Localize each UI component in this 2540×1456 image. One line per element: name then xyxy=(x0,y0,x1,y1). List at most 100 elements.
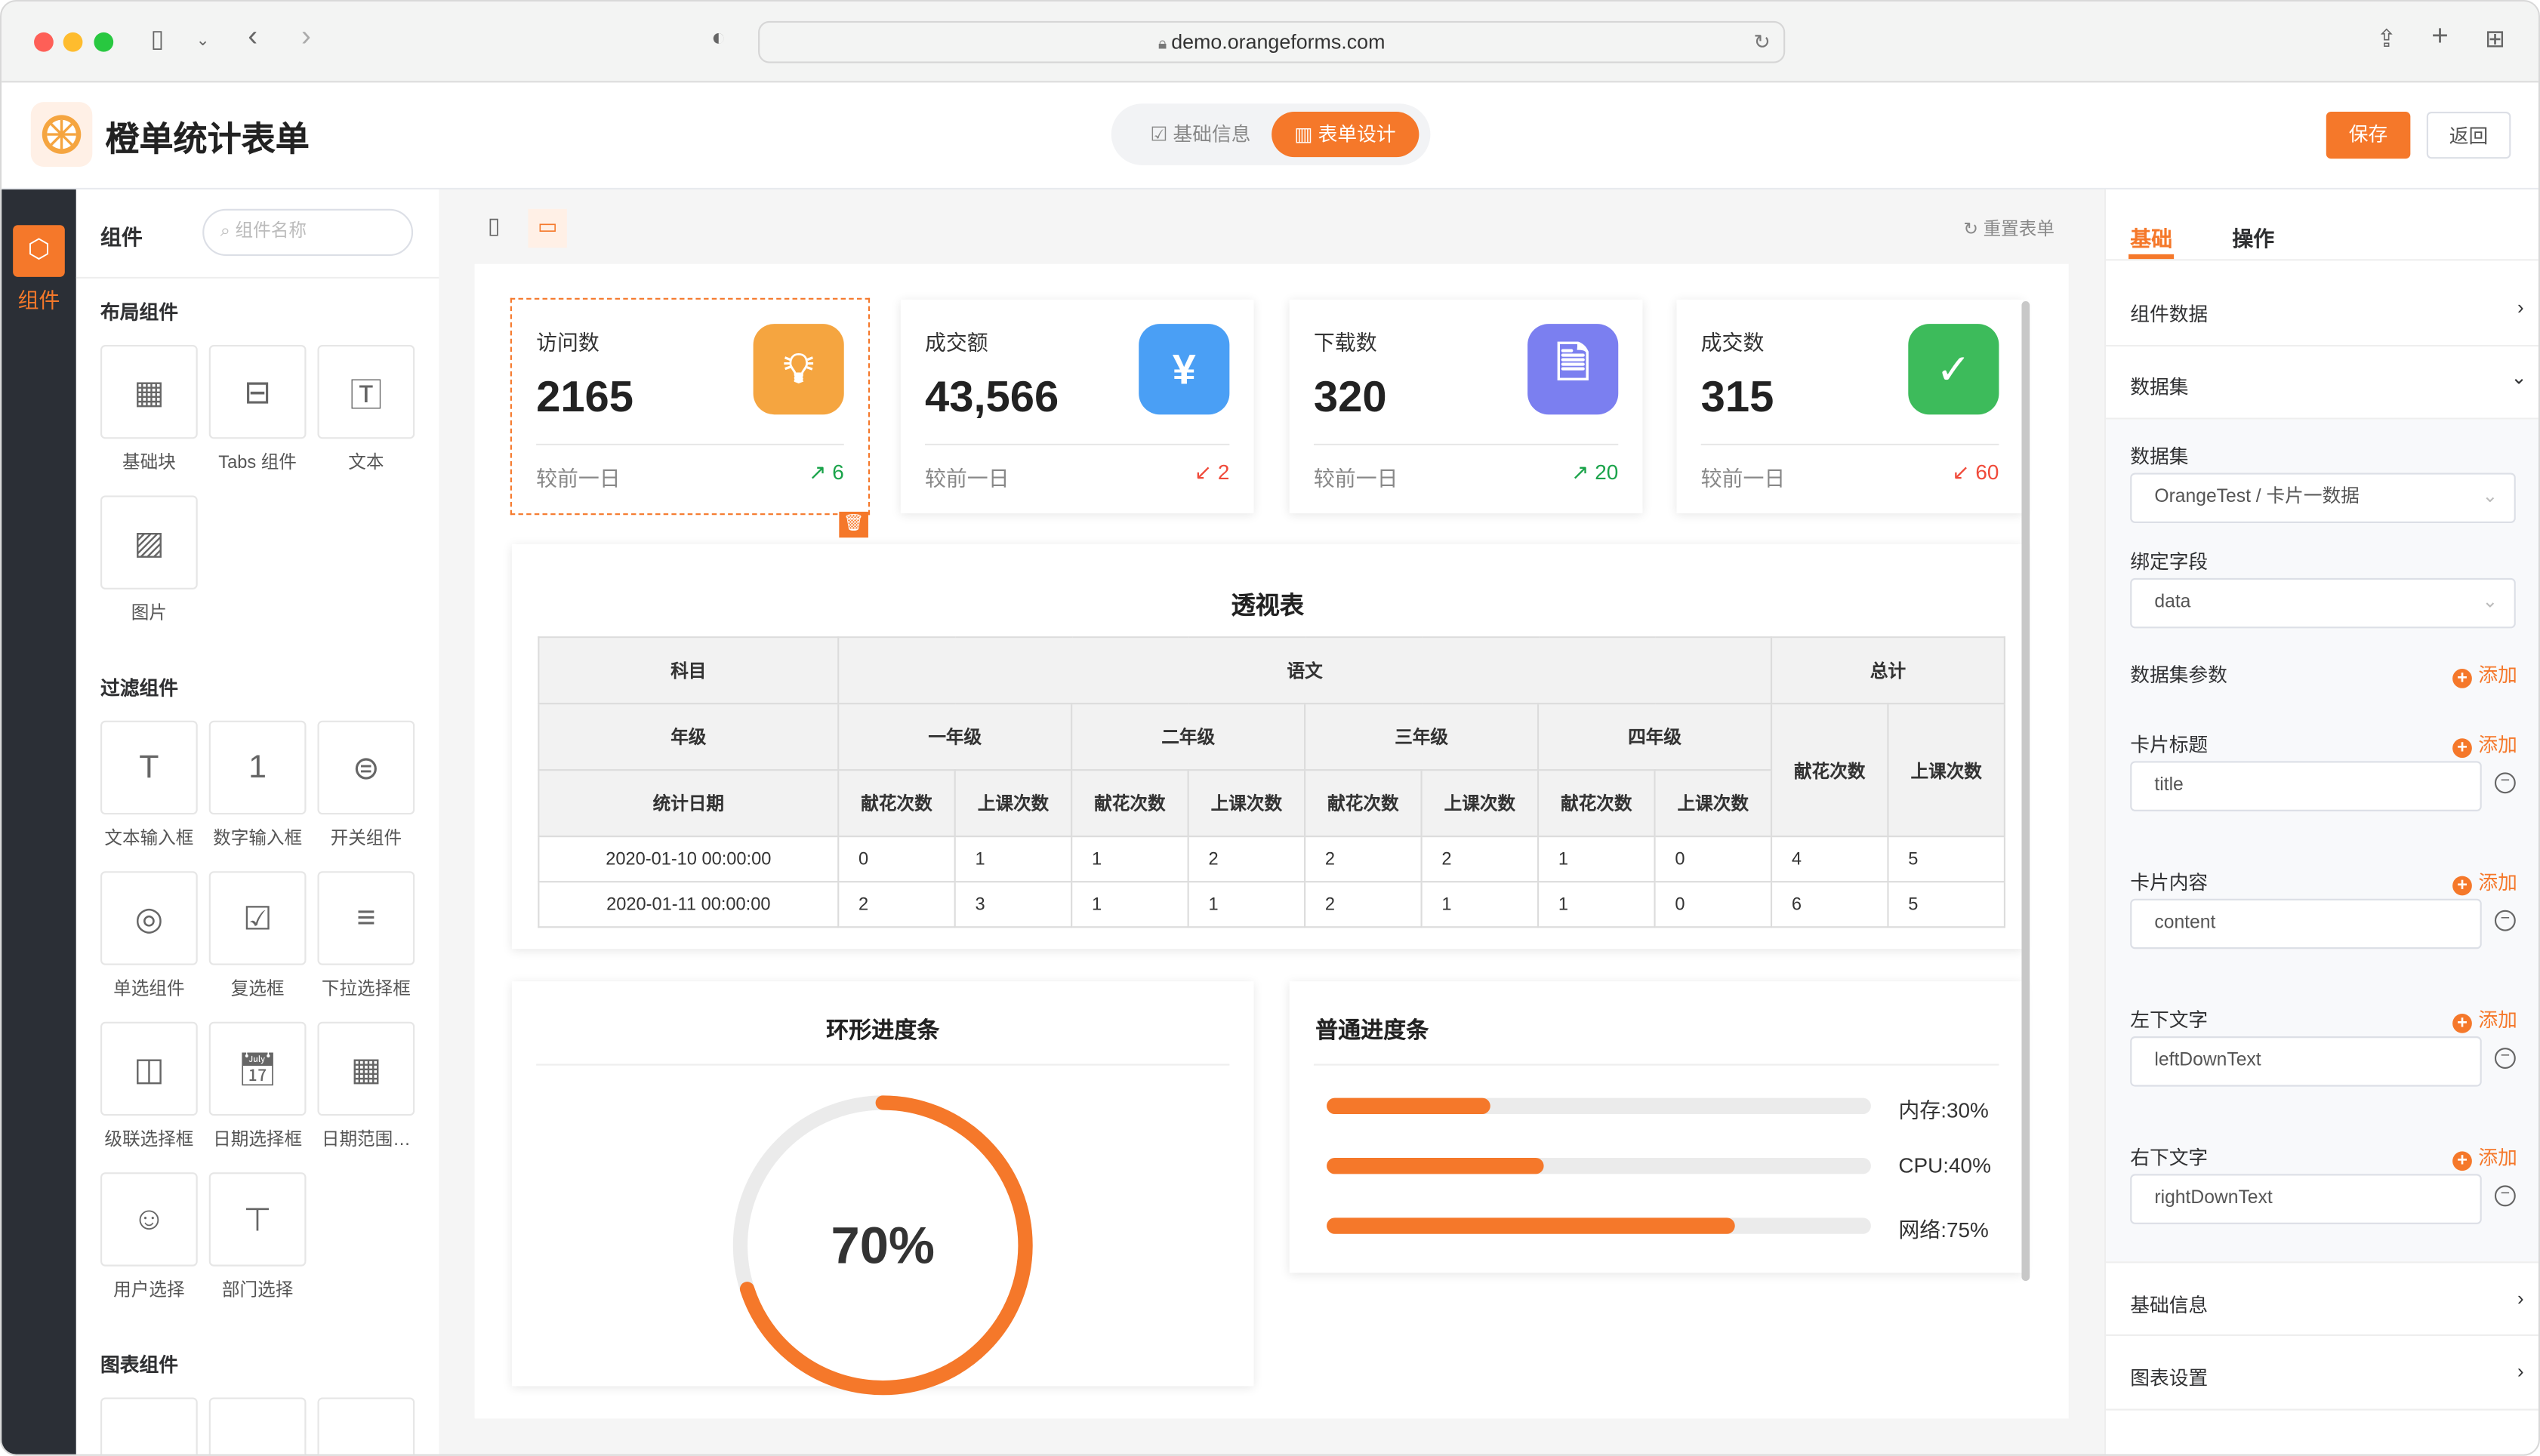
progress-fill xyxy=(1327,1217,1735,1234)
add-button[interactable]: + 添加 xyxy=(2452,1005,2517,1033)
close-window-button[interactable] xyxy=(34,32,54,52)
divider xyxy=(1313,1064,1999,1066)
component-label: Tabs 组件 xyxy=(218,453,297,473)
component-tile[interactable] xyxy=(100,1397,198,1454)
chevron-right-icon: › xyxy=(2517,1360,2524,1384)
component-label: 复选框 xyxy=(230,979,285,999)
component-tile[interactable]: ⊤ xyxy=(208,1172,307,1267)
header-cell: 二年级 xyxy=(1071,703,1306,771)
row-label: 基础信息 xyxy=(2130,1294,2209,1317)
share-icon[interactable]: ⇪ xyxy=(2376,26,2397,54)
tab-basic[interactable]: 基础 xyxy=(2130,226,2173,251)
component-tile[interactable]: ▦ xyxy=(100,344,198,439)
stat-card[interactable]: 下载数 320 🗎 较前一日 ↗ 20 xyxy=(1289,299,1643,514)
header-cell: 上课次数 xyxy=(954,769,1073,838)
component-tile[interactable]: ⊜ xyxy=(317,720,415,815)
stat-card[interactable]: 成交数 315 ✓ 较前一日 ↙ 60 xyxy=(1676,299,2024,514)
shield-icon[interactable]: ◐ xyxy=(711,24,726,52)
new-tab-icon[interactable]: + xyxy=(2431,19,2449,52)
field-input[interactable]: rightDownText xyxy=(2130,1174,2482,1224)
tab-form-design[interactable]: ▥ 表单设计 xyxy=(1272,112,1419,158)
remove-icon[interactable]: − xyxy=(2494,1185,2516,1207)
component-label: 日期范围… xyxy=(321,1130,411,1150)
chevron-down-icon[interactable]: ⌄ xyxy=(196,32,210,51)
lightbulb-icon: 💡︎ xyxy=(753,324,844,415)
maximize-window-button[interactable] xyxy=(94,32,114,52)
table-cell: 1 xyxy=(1071,881,1189,928)
progress-label: 网络:75% xyxy=(1898,1217,1989,1242)
component-tile[interactable]: ◫ xyxy=(100,1021,198,1116)
field-select[interactable]: data ⌄ xyxy=(2130,577,2516,629)
table-cell: 2 xyxy=(1420,836,1540,883)
component-data-row[interactable]: 组件数据 › xyxy=(2106,260,2538,347)
field-label: 绑定字段 xyxy=(2130,550,2209,574)
forward-nav-icon[interactable]: › xyxy=(301,19,311,52)
stat-card[interactable]: 成交额 43,566 ¥ 较前一日 ↙ 2 xyxy=(900,299,1254,514)
save-button[interactable]: 保存 xyxy=(2326,112,2411,159)
header-cell: 总计 xyxy=(1770,636,2006,705)
component-rail-icon[interactable]: ⬡ xyxy=(13,225,65,277)
tab-overview-icon[interactable]: ⊞ xyxy=(2485,26,2506,54)
component-search-input[interactable]: ⌕ 组件名称 xyxy=(202,208,414,256)
tab-basic-info[interactable]: ☑ 基础信息 xyxy=(1150,123,1251,146)
add-param-button[interactable]: + 添加 xyxy=(2452,660,2517,688)
card-right-value: 60 xyxy=(1975,460,1999,485)
ring-title: 环形进度条 xyxy=(826,1017,940,1043)
component-tile[interactable]: ▨ xyxy=(100,495,198,589)
desktop-view-icon[interactable]: ▭ xyxy=(528,208,567,248)
reload-icon[interactable]: ↻ xyxy=(1753,30,1771,54)
stat-card[interactable]: 访问数 2165 💡︎ 较前一日 ↗ 6 🗑︎ xyxy=(510,297,871,538)
component-tile[interactable]: 📅︎ xyxy=(208,1021,307,1116)
back-button[interactable]: 返回 xyxy=(2426,112,2511,159)
mobile-view-icon[interactable]: ▯ xyxy=(487,212,501,239)
component-tile[interactable]: 1 xyxy=(208,720,307,815)
sidebar-toggle-icon[interactable]: ▯ xyxy=(150,26,165,54)
component-tile[interactable]: 🅃 xyxy=(317,344,415,439)
dataset-select[interactable]: OrangeTest / 卡片一数据 ⌄ xyxy=(2130,473,2516,523)
header-row: 统计日期 献花次数 上课次数 献花次数 上课次数 献花次数 上课次数 献花次数 上课次数 xyxy=(538,769,2005,838)
delete-widget-button[interactable]: 🗑︎ xyxy=(839,511,868,538)
component-label: 用户选择 xyxy=(113,1281,185,1301)
dataset-section-row[interactable]: 数据集 ⌄ xyxy=(2106,346,2538,420)
rail-label[interactable]: 组件 xyxy=(17,288,60,313)
table-cell: 1 xyxy=(1537,881,1656,928)
component-label: 文本输入框 xyxy=(104,829,194,849)
component-tile[interactable]: ⊟ xyxy=(208,344,307,439)
table-cell: 4 xyxy=(1770,836,1889,883)
add-button[interactable]: + 添加 xyxy=(2452,868,2517,896)
panel-title: 组件 xyxy=(100,225,143,250)
add-button[interactable]: + 添加 xyxy=(2452,1144,2517,1171)
tab-actions[interactable]: 操作 xyxy=(2232,226,2275,251)
section-title: 布局组件 xyxy=(100,301,179,325)
back-nav-icon[interactable]: ‹ xyxy=(248,19,258,52)
component-tile[interactable]: ◎ xyxy=(100,871,198,965)
component-tile[interactable]: ☺ xyxy=(100,1172,198,1267)
dataset-value: OrangeTest / 卡片一数据 xyxy=(2154,487,2360,507)
field-input[interactable]: title xyxy=(2130,761,2482,811)
field-input[interactable]: content xyxy=(2130,898,2482,950)
remove-icon[interactable]: − xyxy=(2494,1048,2516,1069)
minimize-window-button[interactable] xyxy=(63,32,83,52)
trend-up-icon: ↗ xyxy=(1571,460,1595,485)
component-tile[interactable]: ≡ xyxy=(317,871,415,965)
field-input[interactable]: leftDownText xyxy=(2130,1036,2482,1087)
component-tile[interactable] xyxy=(317,1397,415,1454)
component-tile[interactable]: ☑ xyxy=(208,871,307,965)
table-cell: 1 xyxy=(1187,881,1306,928)
reset-form-button[interactable]: ↻ 重置表单 xyxy=(1963,215,2055,241)
canvas-scrollbar[interactable] xyxy=(2021,301,2030,1282)
pivot-table-widget[interactable]: 透视表 科目 语文 总计 年级 一年级 二年级 三年级 四年级 献花次数 上课次数 统计日期 献花次数… xyxy=(511,543,2024,950)
component-tile[interactable]: ▦ xyxy=(317,1021,415,1116)
address-bar[interactable]: 🔒︎ demo.orangeforms.com ↻ xyxy=(758,20,1786,63)
basic-info-row[interactable]: 基础信息 › xyxy=(2106,1261,2538,1336)
plus-circle-icon: + xyxy=(2452,876,2472,896)
remove-icon[interactable]: − xyxy=(2494,910,2516,931)
add-button[interactable]: + 添加 xyxy=(2452,731,2517,759)
left-rail: ⬡ 组件 xyxy=(2,189,76,1454)
component-tile[interactable]: T xyxy=(100,720,198,815)
ring-progress-widget[interactable]: 环形进度条 70% xyxy=(511,981,1254,1396)
remove-icon[interactable]: − xyxy=(2494,772,2516,794)
component-tile[interactable] xyxy=(208,1397,307,1454)
bar-progress-widget[interactable]: 普通进度条 内存:30% CPU:40% 网络:75% xyxy=(1289,981,2024,1273)
chart-settings-row[interactable]: 图表设置 › xyxy=(2106,1336,2538,1411)
